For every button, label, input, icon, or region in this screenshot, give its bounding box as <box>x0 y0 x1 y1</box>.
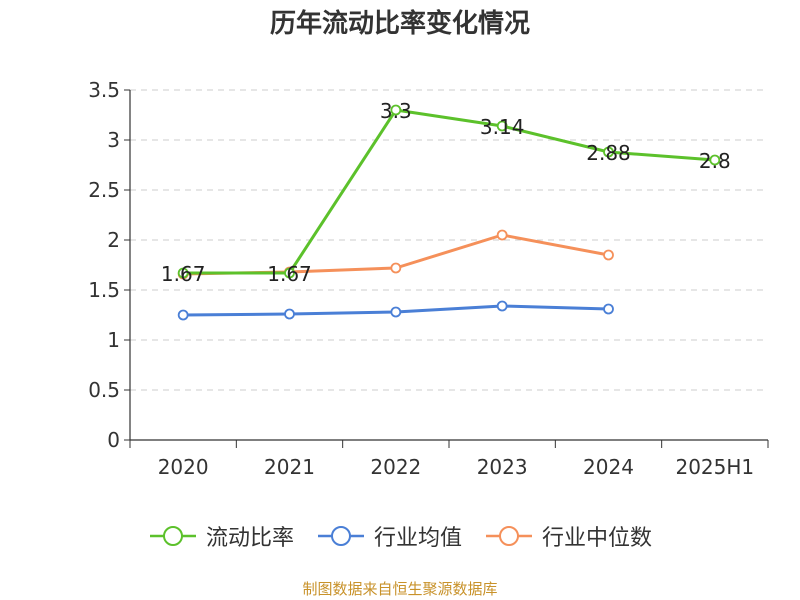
data-point <box>177 267 189 279</box>
data-point <box>496 300 508 312</box>
data-point <box>603 146 614 158</box>
data-point <box>284 308 295 320</box>
data-point <box>496 229 508 241</box>
x-tick-label: 2020 <box>158 455 209 479</box>
x-tick-label: 2023 <box>477 455 528 479</box>
data-point <box>603 303 614 315</box>
x-tick-label: 2021 <box>264 455 315 479</box>
data-point <box>177 309 189 321</box>
x-tick-label: 2024 <box>583 455 634 479</box>
legend-marker-current-ratio-icon <box>149 526 196 546</box>
data-label: 1.67 <box>267 262 312 286</box>
data-point <box>603 249 614 261</box>
data-point <box>284 267 295 279</box>
legend-label-industry-mean: 行业均值 <box>373 526 462 551</box>
legend-label-current-ratio: 流动比率 <box>205 526 294 551</box>
data-point <box>496 120 508 132</box>
x-tick-label: 2022 <box>370 455 421 479</box>
chart-title: 历年流动比率变化情况 <box>269 9 530 39</box>
y-tick-label: 3.5 <box>88 78 120 102</box>
data-label: 1.67 <box>161 262 206 286</box>
legend-marker-industry-median-icon <box>486 526 532 546</box>
data-point <box>390 104 402 116</box>
legend-label-industry-median: 行业中位数 <box>542 526 653 551</box>
data-label: 3.3 <box>380 99 412 123</box>
legend-marker-industry-mean-icon <box>317 526 364 546</box>
y-tick-label: 0 <box>107 428 120 452</box>
y-tick-label: 1.5 <box>88 278 120 302</box>
data-point <box>709 154 721 166</box>
source-note: 制图数据来自恒生聚源数据库 <box>302 580 498 598</box>
y-tick-label: 2.5 <box>88 178 120 202</box>
data-label: 2.8 <box>699 149 731 173</box>
series-line-0 <box>183 108 715 275</box>
legend-item-industry-median[interactable]: 行业中位数 <box>484 520 652 552</box>
y-tick-label: 3 <box>107 128 120 152</box>
x-tick-label: 2025H1 <box>675 455 754 479</box>
data-label: 3.14 <box>480 115 525 139</box>
legend-item-industry-mean[interactable]: 行业均值 <box>316 520 462 552</box>
legend-item-current-ratio[interactable]: 流动比率 <box>148 520 294 552</box>
data-point <box>390 262 402 274</box>
y-tick-label: 2 <box>107 228 120 252</box>
legend: 流动比率 行业均值 行业中位数 <box>0 520 800 552</box>
data-point <box>390 306 402 318</box>
y-tick-label: 1 <box>107 328 120 352</box>
y-tick-label: 0.5 <box>88 378 120 402</box>
data-label: 2.88 <box>586 141 631 165</box>
